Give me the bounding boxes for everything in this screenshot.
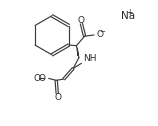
Text: NH: NH bbox=[83, 54, 97, 63]
Text: +: + bbox=[126, 8, 133, 17]
Text: Na: Na bbox=[121, 11, 135, 21]
Text: O: O bbox=[39, 74, 46, 83]
Text: O: O bbox=[97, 30, 104, 39]
Text: O: O bbox=[78, 16, 85, 25]
Text: O: O bbox=[54, 93, 61, 102]
Text: O: O bbox=[33, 74, 40, 83]
Text: −: − bbox=[99, 29, 105, 35]
